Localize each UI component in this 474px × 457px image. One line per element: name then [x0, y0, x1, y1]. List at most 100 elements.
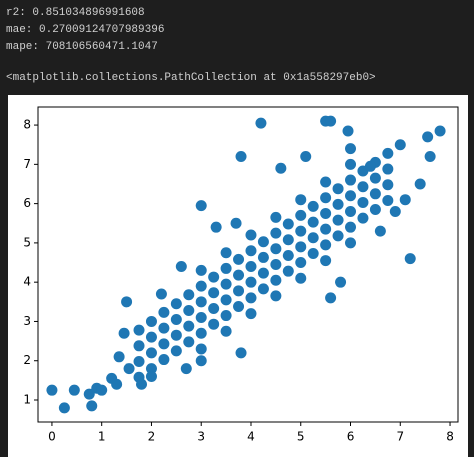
point	[404, 253, 416, 265]
point	[123, 363, 135, 375]
point	[195, 280, 207, 292]
point	[145, 331, 157, 343]
point	[257, 236, 269, 248]
point	[195, 312, 207, 324]
point	[183, 336, 195, 348]
point	[369, 172, 381, 184]
point	[335, 276, 347, 288]
y-tick-label: 1	[23, 393, 31, 407]
point	[245, 276, 257, 288]
point	[345, 205, 357, 217]
point	[320, 176, 332, 188]
point	[332, 183, 344, 195]
point	[195, 327, 207, 339]
point	[145, 315, 157, 327]
x-tick-label: 3	[197, 430, 205, 444]
point	[307, 232, 319, 244]
point	[282, 234, 294, 246]
point	[399, 194, 411, 206]
point	[195, 264, 207, 276]
point	[295, 241, 307, 253]
point	[208, 318, 220, 330]
point	[434, 125, 446, 137]
point	[295, 225, 307, 237]
repr-line: <matplotlib.collections.PathCollection a…	[6, 72, 376, 84]
point	[382, 194, 394, 206]
point	[295, 194, 307, 206]
point	[195, 343, 207, 355]
point	[325, 292, 337, 304]
point	[325, 115, 337, 127]
point	[332, 230, 344, 242]
point	[257, 251, 269, 263]
point	[233, 285, 245, 297]
point	[307, 248, 319, 260]
point	[270, 274, 282, 286]
point	[170, 345, 182, 357]
point	[332, 198, 344, 210]
point	[233, 301, 245, 313]
y-tick-label: 8	[23, 118, 31, 132]
y-tick-label: 4	[23, 275, 31, 289]
point	[282, 265, 294, 277]
point	[369, 188, 381, 200]
x-tick-label: 8	[446, 430, 454, 444]
x-tick-label: 6	[347, 430, 355, 444]
point	[345, 190, 357, 202]
point	[230, 217, 242, 229]
x-tick-label: 4	[247, 430, 255, 444]
point	[282, 249, 294, 261]
y-tick-label: 7	[23, 157, 31, 171]
point	[136, 378, 148, 390]
point	[270, 290, 282, 302]
point	[58, 402, 70, 414]
point	[320, 192, 332, 204]
point	[357, 196, 369, 208]
point	[424, 150, 436, 162]
point	[158, 306, 170, 318]
point	[255, 117, 267, 129]
point	[257, 267, 269, 279]
point	[180, 363, 192, 375]
point	[345, 143, 357, 155]
point	[357, 181, 369, 193]
point	[357, 212, 369, 224]
metric-line: mae: 0.27009124707989396	[6, 24, 164, 36]
point	[183, 304, 195, 316]
point	[158, 322, 170, 334]
point	[345, 174, 357, 186]
point	[155, 288, 167, 300]
point	[382, 163, 394, 175]
point	[195, 296, 207, 308]
x-tick-label: 2	[148, 430, 156, 444]
point	[220, 325, 232, 337]
point	[389, 205, 401, 217]
point	[170, 298, 182, 310]
point	[320, 239, 332, 251]
point	[208, 287, 220, 299]
y-tick-label: 5	[23, 235, 31, 249]
metric-line: mape: 708106560471.1047	[6, 41, 158, 53]
point	[270, 227, 282, 239]
y-tick-label: 2	[23, 353, 31, 367]
point	[170, 329, 182, 341]
point	[83, 388, 95, 400]
point	[332, 214, 344, 226]
point	[270, 243, 282, 255]
x-tick-label: 5	[297, 430, 305, 444]
point	[175, 260, 187, 272]
point	[220, 294, 232, 306]
point	[96, 384, 108, 396]
point	[295, 257, 307, 269]
point	[220, 310, 232, 322]
point	[394, 139, 406, 151]
point	[183, 289, 195, 301]
point	[275, 162, 287, 174]
point	[133, 356, 145, 368]
point	[414, 178, 426, 190]
point	[195, 200, 207, 212]
point	[111, 378, 123, 390]
point	[145, 370, 157, 382]
point	[345, 158, 357, 170]
